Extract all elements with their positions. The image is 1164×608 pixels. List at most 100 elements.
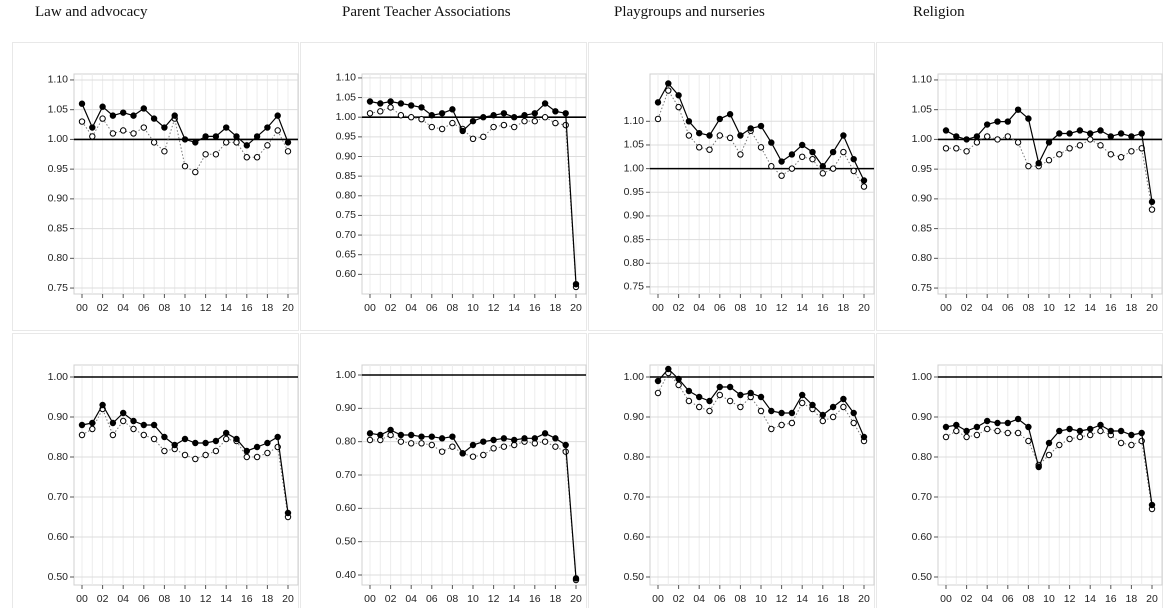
point: [366, 98, 374, 105]
point: [1004, 133, 1011, 140]
point: [438, 435, 446, 442]
point: [140, 124, 148, 131]
y-tick-label: 0.75: [912, 282, 933, 294]
point: [850, 419, 857, 427]
point: [264, 124, 271, 131]
point: [953, 145, 960, 152]
point: [161, 433, 168, 441]
y-tick-label: 0.85: [336, 170, 357, 182]
point: [418, 433, 425, 440]
point: [120, 109, 127, 116]
panel: 0.60 0.65 0.70 0.75 0.80 0.85 0.90 0.95 1.00 1.05…: [300, 4, 587, 331]
y-tick-label: 0.75: [624, 281, 645, 293]
point: [1076, 127, 1084, 134]
x-tick-label: 20: [1146, 302, 1158, 314]
point: [1014, 429, 1022, 437]
point: [552, 119, 559, 127]
x-tick-label: 14: [220, 302, 232, 314]
point: [192, 439, 199, 447]
y-tick-label: 0.80: [48, 451, 69, 463]
point: [726, 111, 734, 118]
y-tick-label: 0.80: [624, 257, 645, 269]
y-tick-label: 0.60: [912, 531, 933, 543]
y-tick-label: 0.75: [336, 209, 357, 221]
x-tick-label: 20: [282, 593, 294, 605]
plot-area: [361, 73, 587, 295]
point: [192, 139, 199, 146]
point: [685, 132, 693, 139]
series-line: [81, 116, 289, 173]
point: [942, 433, 950, 441]
point: [726, 383, 734, 391]
point: [1148, 206, 1156, 213]
x-tick-label: 04: [405, 302, 417, 314]
x-tick-label: 16: [241, 302, 253, 314]
y-tick-label: 0.85: [624, 233, 645, 245]
point: [1107, 151, 1115, 158]
point: [696, 403, 703, 411]
point: [1076, 427, 1084, 435]
point: [418, 104, 425, 111]
plot-area: [73, 364, 299, 586]
point: [150, 421, 158, 429]
x-tick-label: 18: [550, 593, 562, 605]
point: [799, 153, 806, 160]
y-tick-label: 1.00: [912, 133, 933, 145]
point: [984, 425, 991, 433]
point: [1035, 159, 1042, 167]
y-tick-label: 1.10: [624, 115, 645, 127]
y-tick-label: 0.65: [336, 248, 357, 260]
point: [1014, 106, 1022, 113]
point: [860, 177, 868, 184]
point: [840, 132, 847, 139]
point: [819, 163, 826, 170]
point: [1025, 162, 1032, 170]
x-tick-label: 10: [1043, 593, 1055, 605]
point: [757, 122, 765, 130]
point: [685, 387, 693, 395]
point: [963, 148, 970, 155]
x-tick-label: 16: [817, 593, 829, 605]
point: [99, 103, 106, 110]
point: [737, 403, 744, 411]
point: [706, 146, 713, 153]
point: [696, 144, 703, 151]
point: [552, 435, 559, 442]
point: [243, 154, 251, 161]
point: [418, 115, 425, 123]
point: [840, 395, 847, 403]
point: [490, 112, 497, 119]
point: [1076, 142, 1084, 149]
point: [757, 407, 765, 415]
x-tick-label: 20: [858, 302, 870, 314]
point: [654, 99, 662, 106]
x-tick-label: 18: [838, 302, 850, 314]
point: [1117, 439, 1125, 447]
point: [500, 121, 508, 129]
point: [768, 163, 775, 170]
point: [1045, 439, 1053, 447]
x-tick-label: 12: [200, 593, 212, 605]
point: [737, 391, 744, 399]
point: [799, 399, 806, 407]
point: [1004, 419, 1011, 427]
point: [1004, 429, 1011, 437]
point: [1117, 427, 1125, 435]
point: [716, 115, 723, 123]
point: [716, 132, 723, 139]
point: [181, 136, 189, 143]
x-tick-label: 00: [76, 593, 88, 605]
point: [397, 112, 405, 119]
panel: 0.50 0.60 0.70 0.80 0.90 1.00 00 02 04 06 08 10 12 14…: [12, 333, 299, 608]
point: [994, 419, 1001, 427]
point: [140, 431, 148, 439]
point: [150, 115, 158, 122]
x-tick-label: 06: [138, 302, 150, 314]
point: [768, 425, 775, 433]
y-tick-label: 0.70: [336, 469, 357, 481]
point: [397, 431, 405, 439]
x-tick-label: 12: [200, 302, 212, 314]
point: [521, 435, 528, 442]
x-tick-label: 16: [817, 302, 829, 314]
point: [860, 183, 868, 190]
